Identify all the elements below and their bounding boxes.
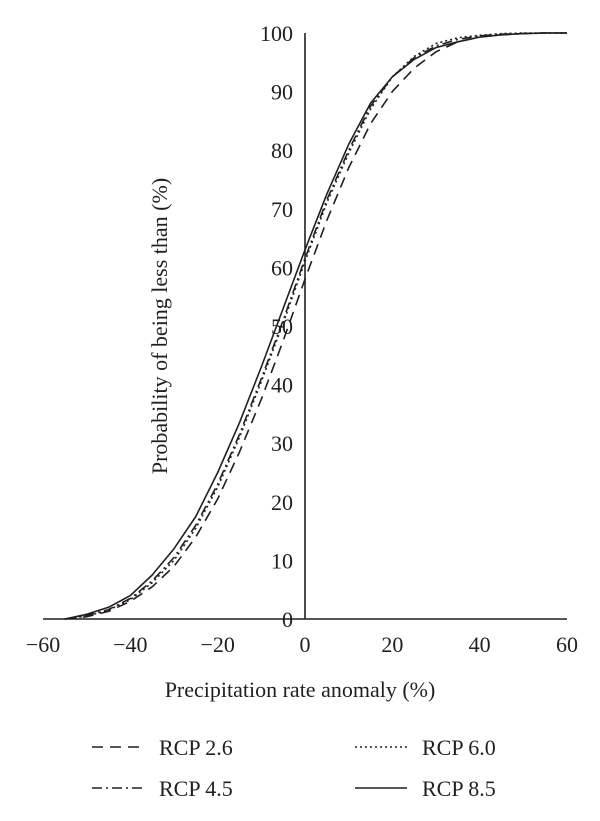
series-line-2 <box>64 32 567 620</box>
y-tick-label: 90 <box>271 80 293 105</box>
series-layer <box>64 32 567 620</box>
legend-label: RCP 4.5 <box>159 776 233 801</box>
series-line-1 <box>64 32 567 620</box>
legend-label: RCP 6.0 <box>422 735 496 760</box>
y-tick-label: 40 <box>271 373 293 398</box>
legend-label: RCP 8.5 <box>422 776 496 801</box>
x-tick-label: 60 <box>556 632 578 657</box>
y-tick-label: 100 <box>260 21 293 46</box>
legend: RCP 2.6 RCP 4.5 RCP 6.0 RCP 8.5 <box>92 735 496 801</box>
y-tick-label: 20 <box>271 490 293 515</box>
y-tick-label: 30 <box>271 431 293 456</box>
y-tick-labels: 0 10 20 30 40 50 60 70 80 90 100 <box>260 21 293 632</box>
legend-label: RCP 2.6 <box>159 735 233 760</box>
x-tick-label: 40 <box>469 632 491 657</box>
x-tick-label: −20 <box>200 632 234 657</box>
y-tick-label: 80 <box>271 138 293 163</box>
y-axis-title: Probability of being less than (%) <box>147 178 172 474</box>
axes-layer <box>43 33 567 620</box>
series-line-4 <box>64 32 567 620</box>
x-tick-label: −60 <box>26 632 60 657</box>
x-tick-label: 20 <box>381 632 403 657</box>
series-line-3 <box>64 32 567 620</box>
y-tick-label: 70 <box>271 197 293 222</box>
x-tick-label: −40 <box>113 632 147 657</box>
y-tick-label: 10 <box>271 548 293 573</box>
x-tick-label: 0 <box>300 632 311 657</box>
y-tick-label: 0 <box>282 607 293 632</box>
x-tick-labels: −60 −40 −20 0 20 40 60 <box>26 632 578 657</box>
y-tick-label: 50 <box>271 314 293 339</box>
y-tick-label: 60 <box>271 255 293 280</box>
x-axis-title: Precipitation rate anomaly (%) <box>165 677 436 702</box>
